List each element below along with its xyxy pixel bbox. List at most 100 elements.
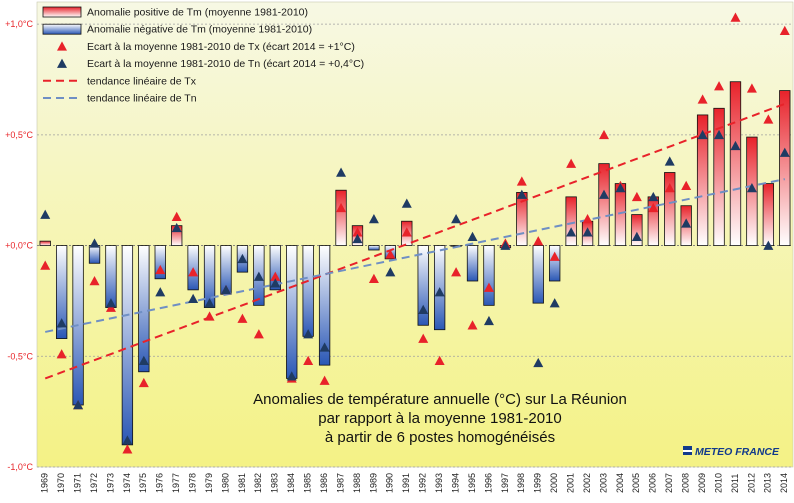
tx-marker <box>467 320 478 330</box>
caption: Anomalies de température annuelle (°C) s… <box>253 391 627 446</box>
markers <box>40 12 790 454</box>
tn-marker <box>56 318 67 328</box>
x-tick-label: 2003 <box>598 473 608 493</box>
tx-marker <box>582 214 593 224</box>
tx-trend-line <box>44 102 786 380</box>
tm-bar <box>39 240 51 246</box>
x-tick-label: 1977 <box>171 473 181 493</box>
x-axis-ticks: 1969 1970 1971 1972 1973 1974 1975 1976 1977 1978… <box>40 473 790 493</box>
x-tick-label: 1986 <box>319 473 329 493</box>
x-tick-label: 1994 <box>450 473 460 493</box>
tn-trend-line <box>45 178 785 333</box>
x-tick-label: 1975 <box>138 473 148 493</box>
x-tick-label: 2002 <box>582 473 592 493</box>
tx-marker <box>714 81 725 91</box>
x-tick-label: 1984 <box>286 473 296 493</box>
tm-bar <box>121 245 134 446</box>
legend-label: Ecart à la moyenne 1981-2010 de Tx (écar… <box>87 41 355 53</box>
tx-marker <box>56 349 67 359</box>
x-tick-label: 1971 <box>72 473 82 493</box>
y-tick-label: -0,5°C <box>7 351 33 361</box>
tx-marker <box>40 260 51 270</box>
tm-bar <box>466 245 479 282</box>
x-tick-label: 2008 <box>681 473 691 493</box>
tx-marker <box>648 202 659 213</box>
x-tick-label: 1991 <box>401 473 411 493</box>
tm-bar <box>614 183 627 246</box>
tx-marker <box>549 251 560 261</box>
tn-marker <box>566 227 577 237</box>
tm-bar <box>138 245 150 373</box>
tx-marker <box>401 227 412 237</box>
x-tick-label: 1980 <box>220 473 230 493</box>
trend-lines <box>44 102 786 380</box>
tn-marker <box>714 129 725 140</box>
tm-bar <box>598 163 610 246</box>
legend-marker-tn <box>57 58 67 68</box>
tn-marker <box>221 284 231 295</box>
legend-label: tendance linéaire de Tn <box>87 93 197 105</box>
tn-marker <box>89 238 100 248</box>
tn-marker <box>483 315 494 326</box>
tx-marker <box>763 114 774 124</box>
tx-marker <box>303 355 314 365</box>
legend-label: tendance linéaire de Tx <box>87 75 197 87</box>
x-tick-label: 2004 <box>615 473 625 493</box>
tx-marker <box>779 25 790 36</box>
tx-marker <box>138 377 149 388</box>
tm-bar <box>318 245 331 366</box>
tn-marker <box>516 189 527 199</box>
x-tick-label: 2011 <box>730 474 740 493</box>
tx-marker <box>171 211 182 222</box>
x-tick-label: 2006 <box>648 473 658 493</box>
tm-bar <box>203 245 216 308</box>
y-axis-ticks: -1,0°C -0,5°C +0,0°C +0,5°C +1,0°C <box>5 19 33 472</box>
x-tick-label: 1979 <box>204 473 214 493</box>
legend-item-marker-tn: Ecart à la moyenne 1981-2010 de Tn (écar… <box>57 58 364 70</box>
x-tick-label: 1988 <box>352 473 362 493</box>
x-tick-label: 1982 <box>253 473 263 493</box>
tx-marker <box>434 355 445 365</box>
tm-bar <box>269 245 281 291</box>
tx-marker <box>746 83 757 93</box>
tx-marker <box>681 180 692 191</box>
tn-marker <box>681 218 692 228</box>
tm-bar <box>549 245 561 282</box>
tn-marker <box>73 400 84 410</box>
tx-marker <box>122 444 133 454</box>
tm-bar <box>335 189 347 246</box>
tn-marker <box>549 298 560 308</box>
tx-marker <box>270 271 281 281</box>
x-tick-label: 2014 <box>779 473 789 493</box>
tn-marker <box>648 191 659 202</box>
tm-bar <box>713 107 725 246</box>
y-tick-label: +1,0°C <box>5 19 33 29</box>
tx-marker <box>155 264 166 275</box>
tn-marker <box>451 214 462 224</box>
tn-marker <box>615 183 626 193</box>
x-tick-label: 2009 <box>697 473 707 493</box>
y-tick-label: +0,5°C <box>5 130 33 140</box>
x-tick-label: 2007 <box>664 473 674 493</box>
tn-marker <box>418 304 429 315</box>
legend-item-trend-tx: tendance linéaire de Tx <box>43 75 197 87</box>
legend-item-marker-tx: Ecart à la moyenne 1981-2010 de Tx (écar… <box>57 41 355 53</box>
tn-marker <box>582 227 593 237</box>
tn-marker <box>237 253 248 264</box>
tx-marker <box>516 176 527 186</box>
x-tick-label: 1972 <box>89 473 99 493</box>
legend-item-bar-negative: Anomalie négative de Tm (moyenne 1981-20… <box>42 24 312 36</box>
legend-item-bar-positive: Anomalie positive de Tm (moyenne 1981-20… <box>42 7 308 19</box>
tn-marker <box>467 231 478 241</box>
x-tick-label: 1983 <box>270 473 280 493</box>
tx-marker <box>631 191 642 202</box>
tx-marker <box>451 267 462 277</box>
tx-marker <box>319 375 330 385</box>
caption-line-3: à partir de 6 postes homogénéisés <box>325 429 555 446</box>
legend-label: Anomalie positive de Tm (moyenne 1981-20… <box>87 7 308 19</box>
tx-marker <box>89 276 100 286</box>
y-tick-label: -1,0°C <box>7 462 33 472</box>
tn-marker <box>303 329 314 339</box>
tm-bar <box>532 245 544 304</box>
